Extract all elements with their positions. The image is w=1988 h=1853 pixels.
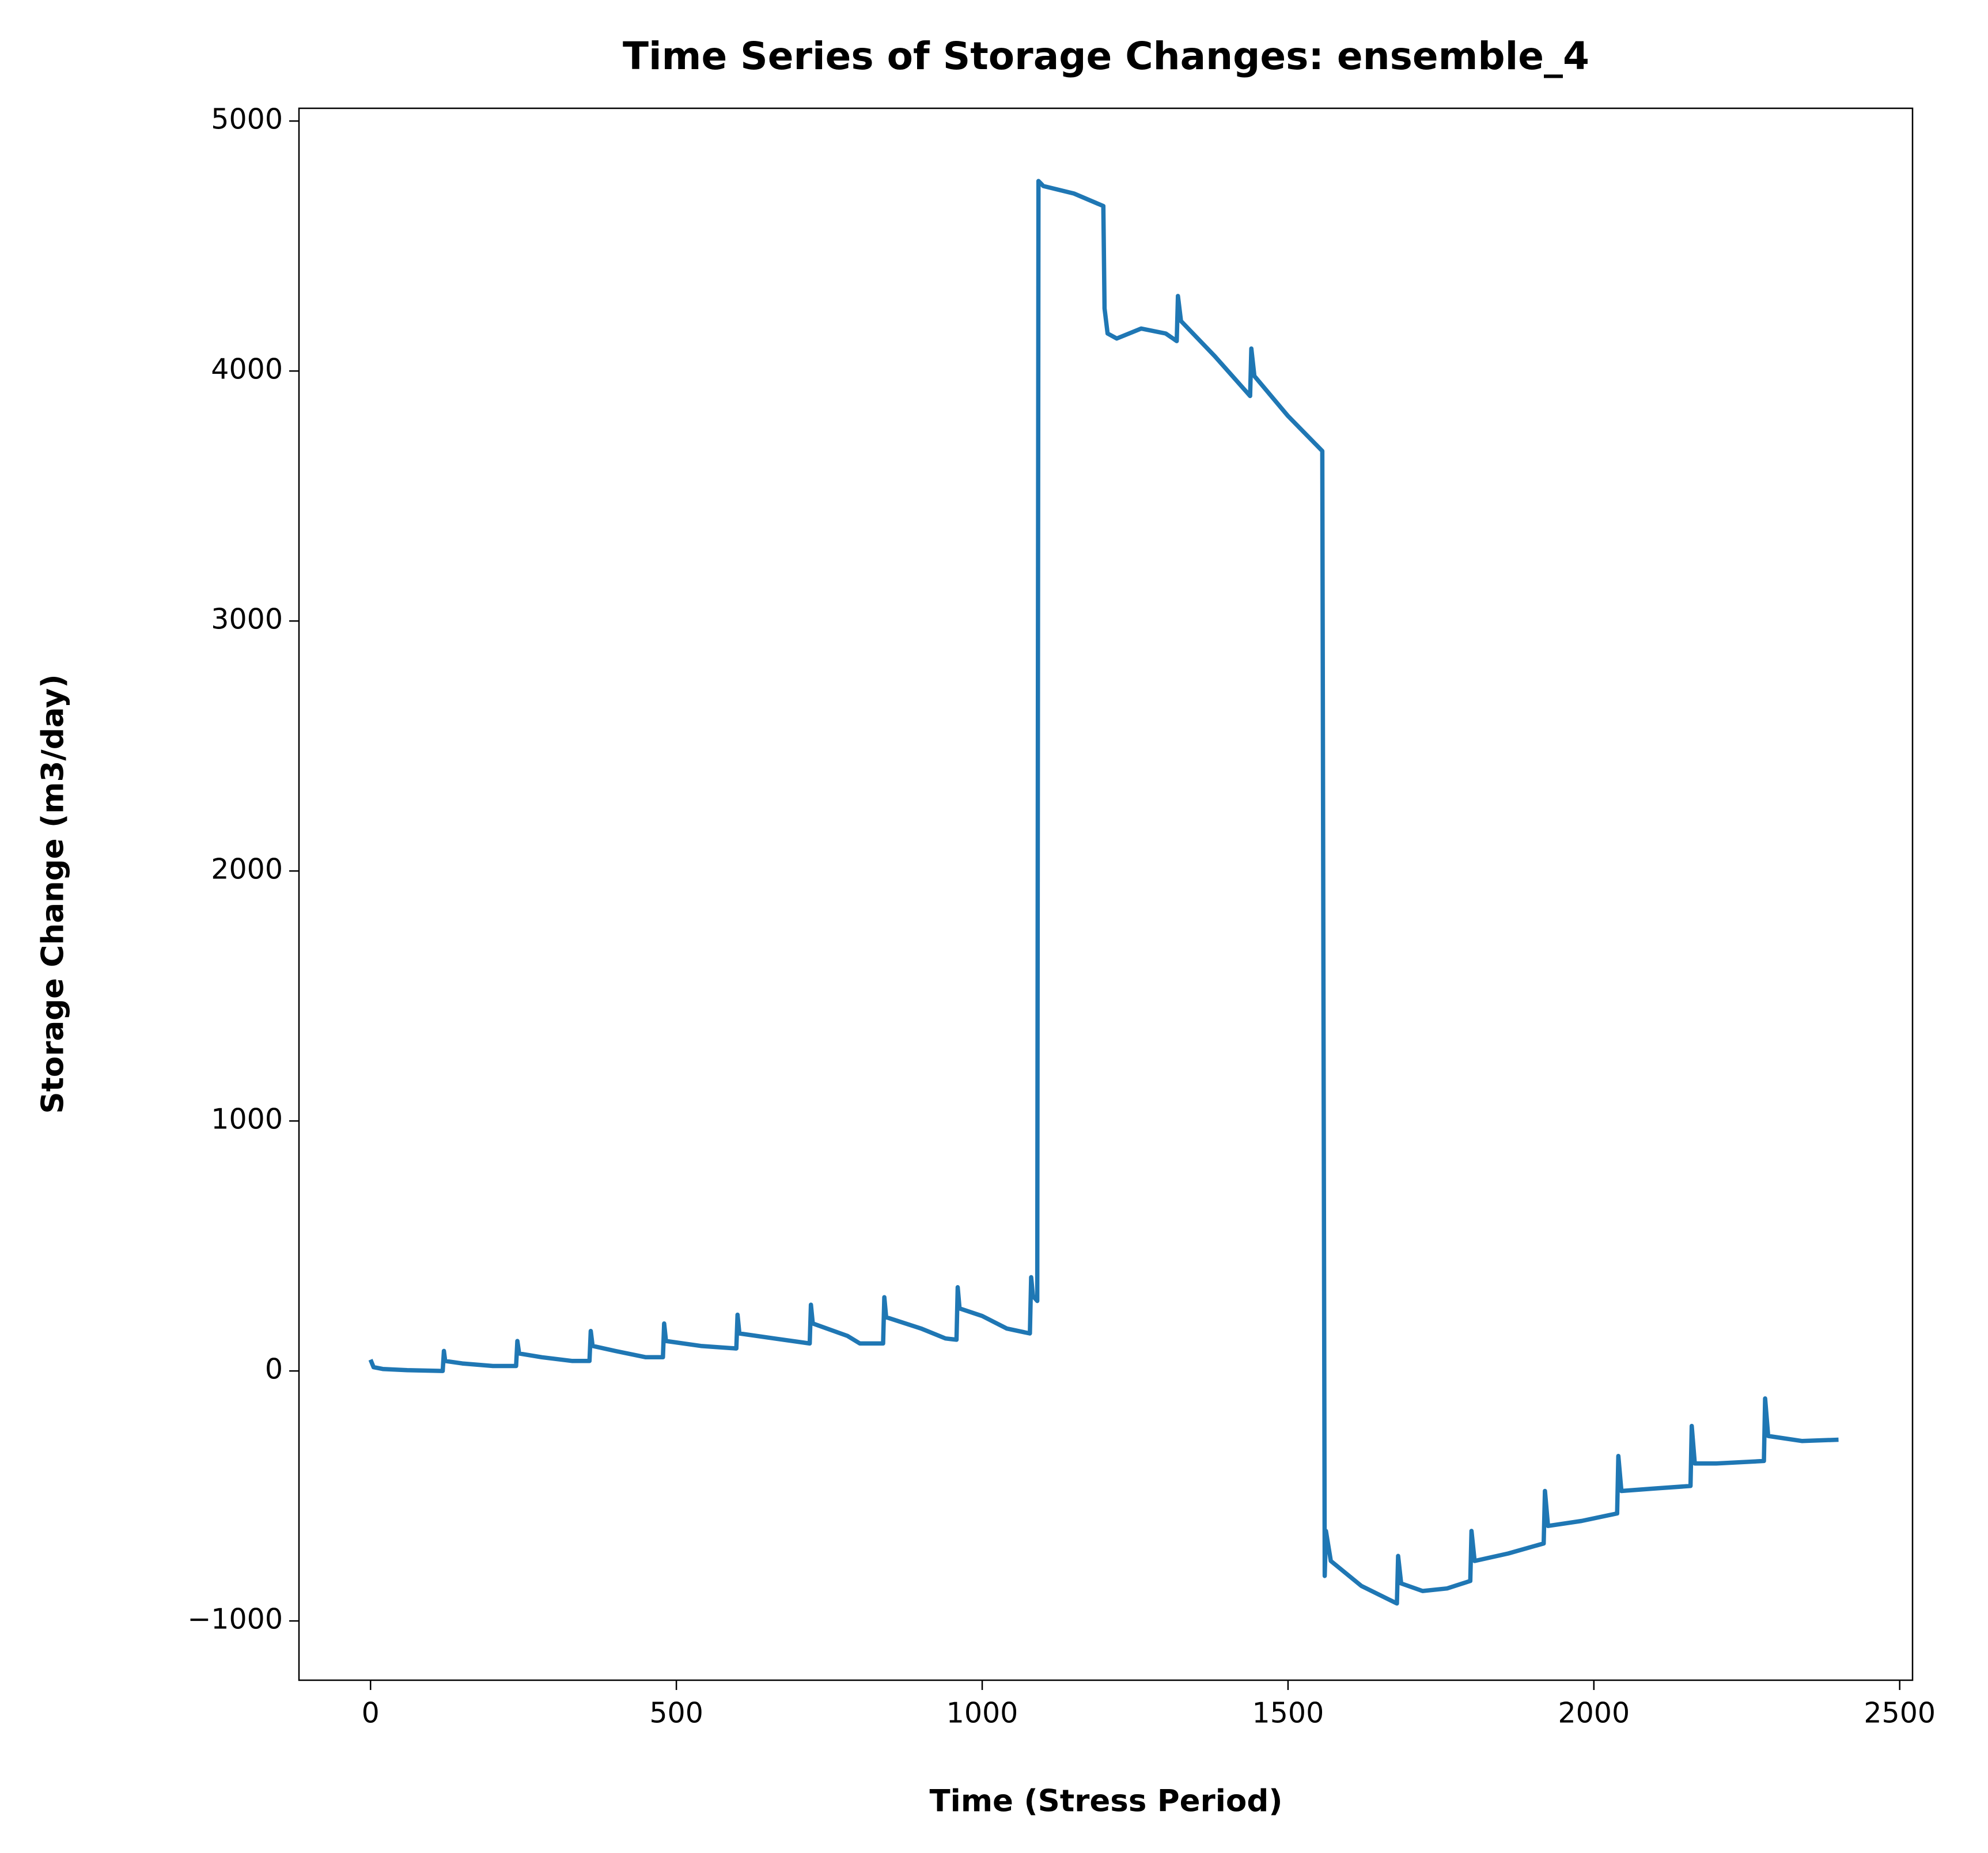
x-tick-label: 0: [362, 1697, 380, 1730]
chart-title: Time Series of Storage Changes: ensemble…: [623, 34, 1589, 78]
y-tick-label: −1000: [187, 1603, 283, 1636]
x-axis-label: Time (Stress Period): [930, 1784, 1283, 1819]
plot-frame: [298, 107, 1914, 1681]
y-tick-label: 5000: [211, 103, 283, 136]
x-tick-label: 1000: [946, 1697, 1018, 1730]
y-axis-label: Storage Change (m3/day): [36, 674, 71, 1113]
y-tick-label: 2000: [211, 853, 283, 886]
x-tick-label: 1500: [1252, 1697, 1324, 1730]
y-tick-label: 3000: [211, 603, 283, 636]
x-tick-label: 2000: [1558, 1697, 1630, 1730]
y-tick-label: 4000: [211, 353, 283, 386]
x-tick-label: 2500: [1864, 1697, 1936, 1730]
y-tick-label: 0: [265, 1353, 283, 1386]
y-tick-label: 1000: [211, 1103, 283, 1136]
x-tick-label: 500: [649, 1697, 703, 1730]
series-line: [368, 179, 1839, 1606]
